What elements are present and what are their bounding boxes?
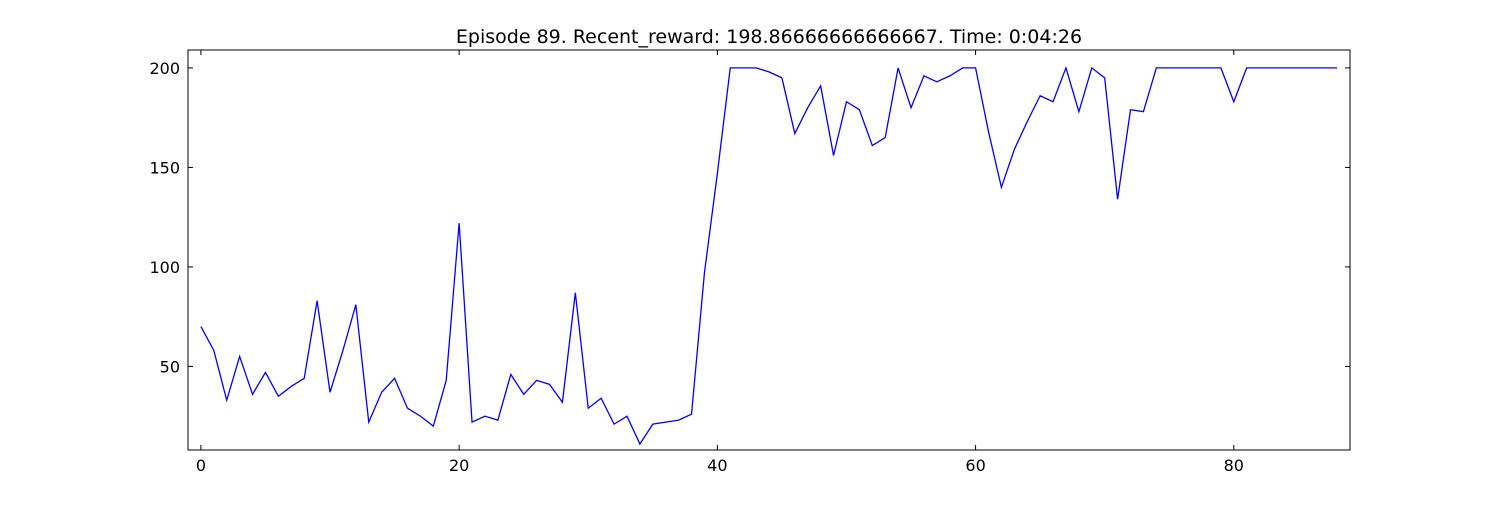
x-tick-label: 40: [707, 456, 727, 475]
series-line: [200, 65, 1338, 446]
y-tick-label: 100: [149, 258, 180, 277]
chart-title: Episode 89. Recent_reward: 198.866666666…: [456, 26, 1082, 48]
plot-frame: [187, 49, 1351, 451]
x-tick-label: 0: [196, 456, 206, 475]
y-tick-label: 150: [149, 158, 180, 177]
x-tick-label: 80: [1224, 456, 1244, 475]
y-tick-label: 200: [149, 59, 180, 78]
x-tick-label: 60: [965, 456, 985, 475]
x-tick-label: 20: [449, 456, 469, 475]
plot-area: 0 20 40 60 80 50 100 150 200: [149, 49, 1351, 475]
y-tick-label: 50: [160, 357, 180, 376]
